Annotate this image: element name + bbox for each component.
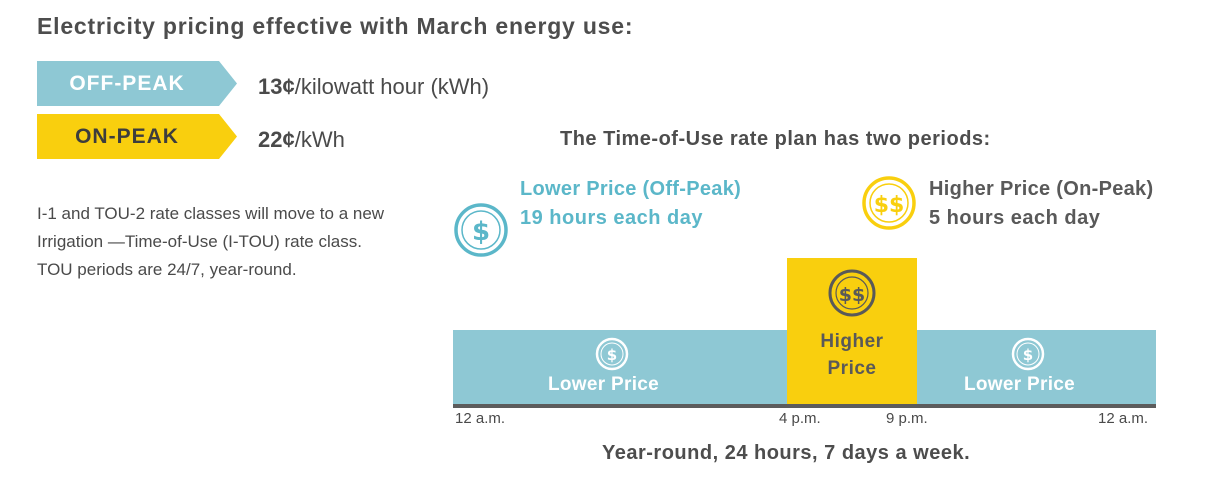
- on-peak-label: ON-PEAK: [75, 124, 179, 148]
- rate-class-description: I-1 and TOU-2 rate classes will move to …: [37, 204, 385, 279]
- lower-legend-symbol: $: [472, 217, 490, 247]
- tick-label-start: 12 a.m.: [455, 410, 506, 427]
- dollar-circle-icon: $: [454, 203, 508, 257]
- plan-title: The Time-of-Use rate plan has two period…: [560, 128, 991, 150]
- tick-label-4pm: 4 p.m.: [779, 410, 821, 427]
- peak-band-symbol: $$: [839, 284, 865, 306]
- dollar-circle-icon: $: [1011, 337, 1045, 371]
- peak-band-label: Higher Price: [787, 328, 917, 382]
- on-peak-band: [787, 258, 917, 404]
- page-title: Electricity pricing effective with March…: [37, 13, 634, 39]
- higher-legend-symbol: $$: [874, 193, 905, 218]
- off-peak-price-unit: /kilowatt hour (kWh): [294, 74, 490, 99]
- dollar-circle-icon: $: [595, 337, 629, 371]
- lower-legend-title: Lower Price (Off-Peak): [520, 178, 742, 200]
- double-dollar-circle-icon: $$: [828, 269, 876, 317]
- lower-legend-subtitle: 19 hours each day: [520, 207, 704, 229]
- tick-label-end: 12 a.m.: [1098, 410, 1149, 427]
- higher-legend-subtitle: 5 hours each day: [929, 207, 1101, 229]
- on-peak-price-value: 22¢: [258, 127, 295, 152]
- tick-label-9pm: 9 p.m.: [886, 410, 928, 427]
- on-peak-price: 22¢/kWh: [258, 127, 345, 153]
- off-peak-price-value: 13¢: [258, 74, 295, 99]
- right-band-symbol: $: [1023, 346, 1033, 364]
- off-peak-tag: OFF-PEAK: [37, 61, 237, 106]
- right-band-label: Lower Price: [964, 374, 1076, 395]
- peak-band-label-line2: Price: [827, 358, 877, 379]
- higher-legend-title: Higher Price (On-Peak): [929, 178, 1154, 200]
- on-peak-price-unit: /kWh: [294, 127, 345, 152]
- off-peak-label: OFF-PEAK: [69, 71, 185, 95]
- timeline-axis: [453, 404, 1156, 408]
- off-peak-price: 13¢/kilowatt hour (kWh): [258, 74, 489, 100]
- double-dollar-circle-icon: $$: [862, 176, 916, 230]
- timeline-footer: Year-round, 24 hours, 7 days a week.: [602, 442, 971, 464]
- on-peak-tag: ON-PEAK: [37, 114, 237, 159]
- peak-band-label-line1: Higher: [820, 331, 884, 352]
- left-band-label: Lower Price: [548, 374, 660, 395]
- left-band-symbol: $: [607, 346, 617, 364]
